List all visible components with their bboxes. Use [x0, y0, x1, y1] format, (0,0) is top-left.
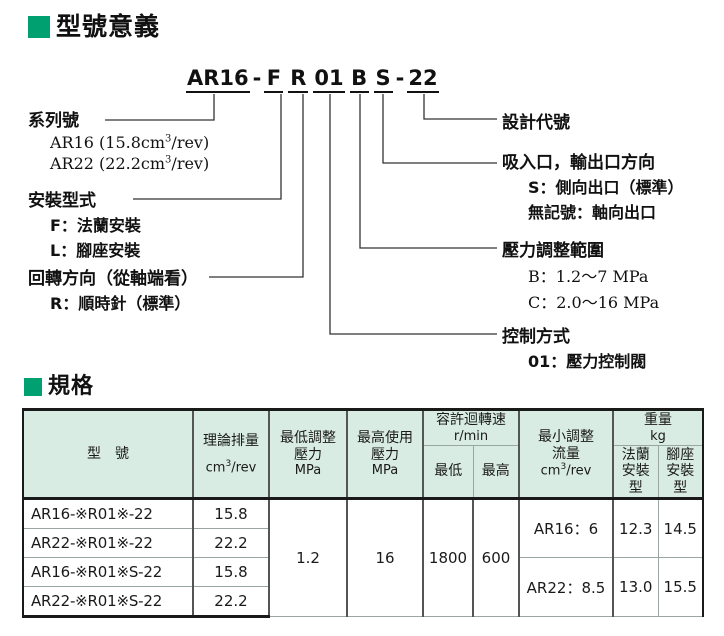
label-mounting-title: 安裝型式 — [28, 191, 96, 211]
cell-weight-foot-ar16: 14.5 — [657, 497, 704, 559]
model-code-segment-design: 22 — [407, 66, 439, 93]
section-heading-model-meaning: 型號意義 — [28, 14, 160, 39]
model-code-segment-dash1: - — [252, 66, 262, 90]
leader-lines-diagram — [105, 94, 497, 335]
header-model: 型 號 — [22, 407, 194, 500]
label-pressure-range-item-2: C：2.0～16 MPa — [528, 293, 660, 312]
label-design-code: 設計代號 — [502, 108, 570, 133]
cell-displacement-2: 22.2 — [192, 528, 270, 559]
cell-weight-flange-ar22: 13.0 — [612, 557, 659, 618]
cell-displacement-1: 15.8 — [192, 497, 270, 530]
table-row: AR16-※R01※-22 15.8 1.2 16 1800 600 AR16：… — [22, 497, 704, 618]
cell-displacement-4: 22.2 — [192, 586, 270, 619]
model-code-segment-dash2: - — [395, 66, 405, 90]
label-port-direction-item-1: S：側向出口（標準） — [528, 178, 684, 197]
label-mounting-item-2: L：腳座安裝 — [50, 241, 141, 260]
model-code-segment-control: 01 — [313, 66, 345, 93]
cell-speed-min: 1800 — [422, 497, 474, 618]
label-series-item-1: AR16 (15.8cm3/rev) — [50, 133, 210, 152]
cell-weight-flange-ar16: 12.3 — [612, 497, 659, 559]
model-code-segment-mounting: F — [264, 66, 284, 93]
label-pressure-range: 壓力調整範圍 B：1.2～7 MPa C：2.0～16 MPa — [502, 236, 659, 313]
label-rotation-item-1: R：順時針（標準） — [50, 294, 191, 313]
label-rotation-direction: 回轉方向（從軸端看） R：順時針（標準） — [28, 264, 198, 314]
cell-min-set-pressure: 1.2 — [268, 497, 348, 618]
header-min-set-pressure: 最低調整 壓力 MPa — [268, 407, 348, 500]
label-pressure-range-item-1: B：1.2～7 MPa — [528, 267, 649, 286]
cell-model-2: AR22-※R01※-22 — [22, 528, 194, 559]
label-series-item-2: AR22 (22.2cm3/rev) — [50, 154, 210, 173]
label-series-title: 系列號 — [28, 111, 79, 131]
cell-model-4: AR22-※R01※S-22 — [22, 586, 194, 619]
section-title-spec: 規格 — [48, 374, 95, 399]
label-pressure-range-title: 壓力調整範圍 — [502, 241, 604, 261]
header-min-flow: 最小調整 流量 cm3/rev — [518, 407, 614, 500]
cell-displacement-3: 15.8 — [192, 557, 270, 588]
label-rotation-title: 回轉方向（從軸端看） — [28, 269, 198, 289]
model-code-segment-series: AR16 — [186, 66, 250, 93]
table-row: AR22-※R01※S-22 22.2 — [22, 586, 703, 619]
header-max-use-pressure: 最高使用 壓力 MPa — [346, 407, 424, 500]
header-speed-max: 最高 — [472, 444, 520, 500]
header-weight-flange: 法蘭 安裝型 — [612, 444, 659, 500]
cell-weight-foot-ar22: 15.5 — [657, 557, 704, 618]
cell-min-flow-ar22: AR22：8.5 — [518, 557, 614, 618]
header-displacement: 理論排量 cm3/rev — [192, 407, 270, 500]
header-speed-min: 最低 — [422, 444, 474, 500]
label-port-direction-item-2: 無記號：軸向出口 — [528, 203, 657, 222]
cell-model-3: AR16-※R01※S-22 — [22, 557, 194, 588]
cell-max-use-pressure: 16 — [346, 497, 424, 618]
green-square-marker-icon — [28, 15, 50, 38]
label-control-type-title: 控制方式 — [502, 327, 570, 347]
label-design-code-title: 設計代號 — [502, 113, 570, 133]
model-code-segment-rotation: R — [288, 66, 309, 93]
label-series-number: 系列號 AR16 (15.8cm3/rev) AR22 (22.2cm3/rev… — [28, 106, 209, 173]
table-header-row-2: 最低 最高 法蘭 安裝型 腳座 安裝型 — [23, 444, 704, 500]
header-weight: 重量 kg — [612, 408, 704, 446]
specification-table: 型 號 理論排量 cm3/rev 最低調整 壓力 MPa 最高使用 壓力 MPa… — [22, 407, 704, 619]
label-port-direction-title: 吸入口，輸出口方向 — [502, 153, 655, 173]
cell-speed-max: 600 — [472, 497, 520, 618]
section-heading-spec: 規格 — [24, 376, 94, 398]
header-allowable-speed: 容許迴轉速 r/min — [422, 408, 520, 446]
header-weight-foot: 腳座 安裝型 — [657, 444, 704, 500]
cell-min-flow-ar16: AR16：6 — [518, 497, 614, 559]
label-control-type-item-1: 01：壓力控制閥 — [528, 352, 647, 371]
cell-model-1: AR16-※R01※-22 — [22, 497, 194, 530]
section-title-model-meaning: 型號意義 — [56, 12, 161, 41]
label-control-type: 控制方式 01：壓力控制閥 — [502, 322, 646, 372]
label-mounting-item-1: F：法蘭安裝 — [50, 216, 141, 235]
model-code-row: AR16 - F R 01 B S - 22 — [186, 66, 439, 93]
model-code-segment-port: S — [373, 66, 393, 93]
model-code-segment-pressure: B — [349, 66, 369, 93]
label-mounting-type: 安裝型式 F：法蘭安裝 L：腳座安裝 — [28, 186, 141, 261]
table-header-row-1: 型 號 理論排量 cm3/rev 最低調整 壓力 MPa 最高使用 壓力 MPa… — [22, 407, 704, 500]
label-port-direction: 吸入口，輸出口方向 S：側向出口（標準） 無記號：軸向出口 — [502, 148, 684, 223]
green-square-marker-icon-2 — [24, 378, 42, 396]
